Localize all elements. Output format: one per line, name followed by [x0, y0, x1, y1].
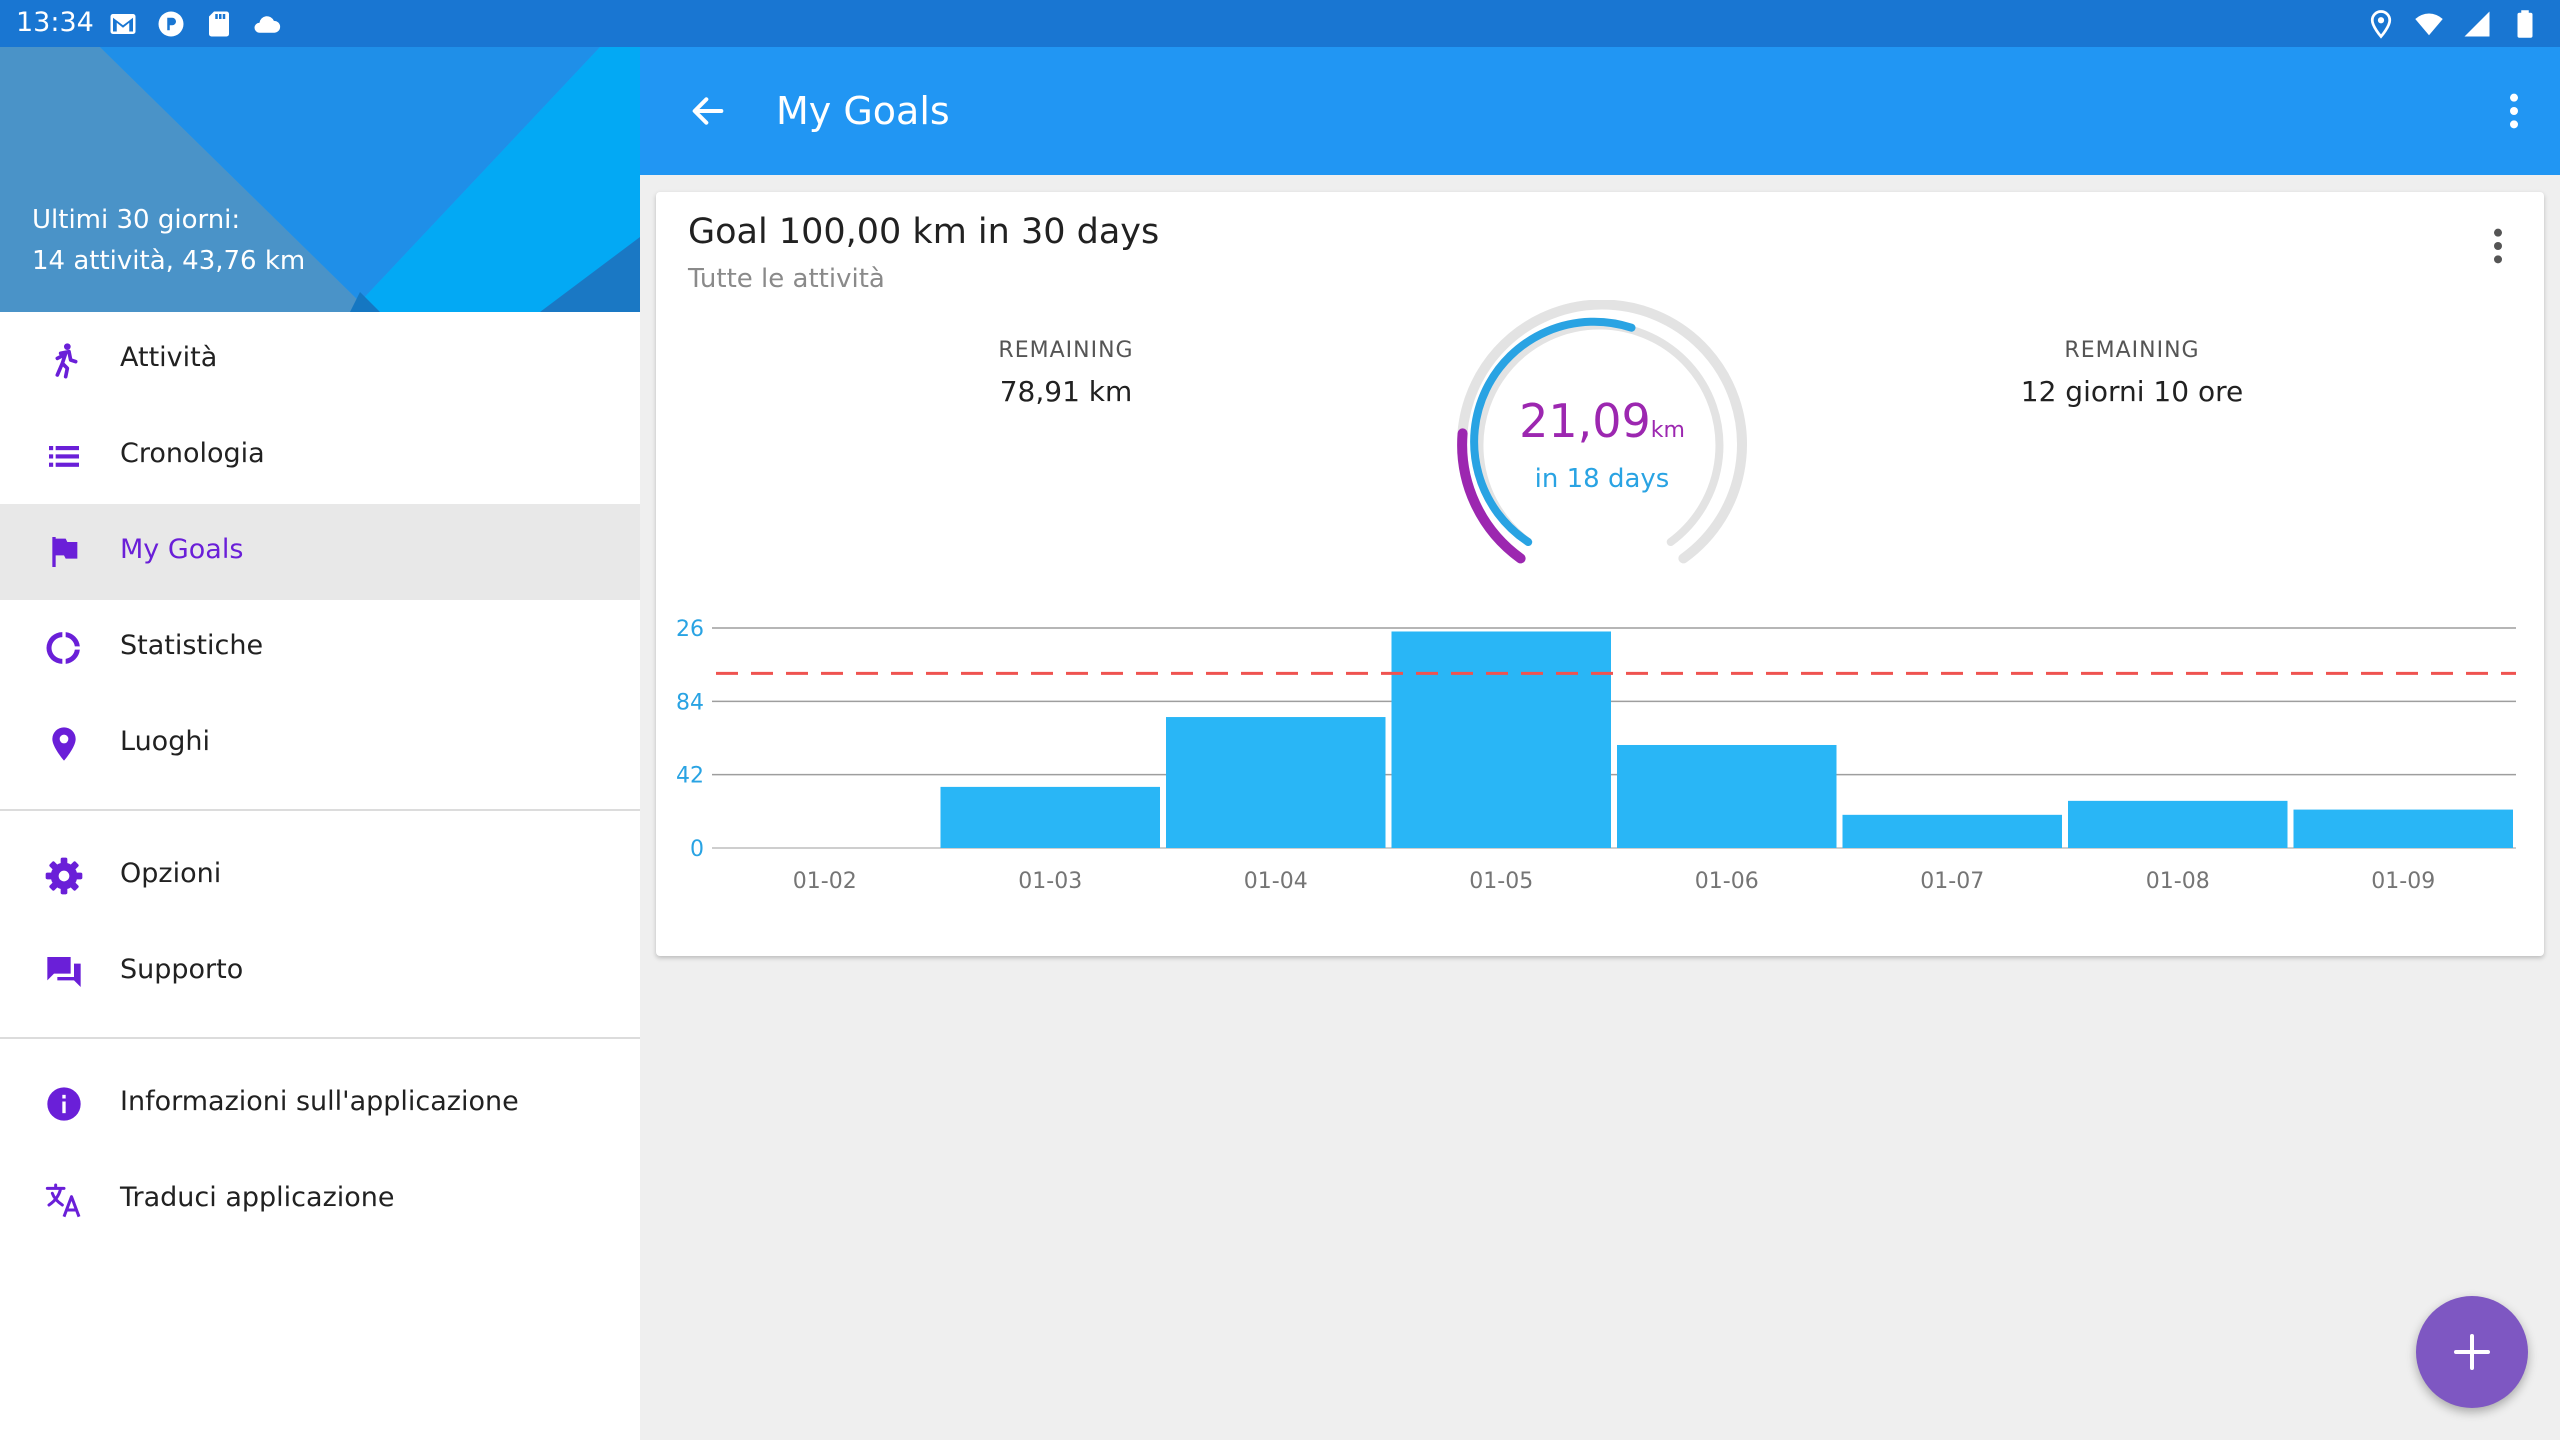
signal-icon: [2464, 11, 2490, 37]
nav-label-opzioni: Opzioni: [120, 858, 222, 889]
drawer-header-background: [0, 47, 640, 312]
drawer-summary: Ultimi 30 giorni: 14 attività, 43,76 km: [32, 200, 305, 282]
chart-bar: [1166, 717, 1386, 848]
chart-y-tick-label: 126: [676, 617, 704, 642]
forum-icon: [47, 957, 81, 987]
remaining-distance-value: 78,91 km: [999, 375, 1133, 408]
nav-label-cronologia: Cronologia: [120, 438, 265, 469]
drawer-summary-period: Ultimi 30 giorni:: [32, 205, 241, 235]
drawer-header: Ultimi 30 giorni: 14 attività, 43,76 km: [0, 47, 640, 312]
chart-y-tick-label: 84: [676, 690, 704, 715]
drawer-nav: Attività Cronologia My Goals: [0, 312, 640, 1248]
nav-label-informazioni: Informazioni sull'applicazione: [120, 1086, 519, 1117]
nav-label-attivita: Attività: [120, 342, 218, 373]
run-icon: [55, 343, 78, 379]
goal-overflow-menu-icon[interactable]: [2488, 226, 2508, 266]
drawer-divider: [0, 1037, 640, 1039]
flag-icon: [52, 537, 78, 567]
nav-item-luoghi[interactable]: Luoghi: [0, 696, 640, 792]
gmail-icon: [110, 14, 136, 34]
nav-item-attivita[interactable]: Attività: [0, 312, 640, 408]
list-icon: [49, 446, 79, 467]
sd-card-icon: [209, 11, 229, 37]
overflow-menu-icon[interactable]: [2504, 91, 2524, 131]
chart-bar: [1617, 744, 1837, 848]
battery-icon: [2517, 10, 2533, 38]
status-time: 13:34: [16, 7, 94, 38]
app-icon: [158, 11, 184, 37]
cloud-icon: [254, 16, 281, 33]
chart-x-tick-label: 01-07: [1920, 869, 1984, 894]
goal-title: Goal 100,00 km in 30 days: [688, 212, 1160, 252]
gauge-days: in 18 days: [1534, 464, 1670, 494]
remaining-time-label: REMAINING: [2064, 338, 2200, 363]
remaining-time-value: 12 giorni 10 ore: [2020, 375, 2244, 408]
goal-subtitle: Tutte le attività: [688, 264, 885, 294]
plus-icon: [2454, 1334, 2490, 1370]
drawer-summary-stats: 14 attività, 43,76 km: [32, 246, 306, 276]
navigation-drawer: Ultimi 30 giorni: 14 attività, 43,76 km …: [0, 47, 640, 1440]
chart-x-tick-label: 01-09: [2371, 869, 2435, 894]
wifi-icon: [2415, 13, 2443, 36]
remaining-distance: REMAINING 78,91 km: [866, 338, 1266, 408]
chart-x-tick-label: 01-06: [1695, 869, 1759, 894]
chart-bar: [1842, 814, 2062, 848]
goal-card[interactable]: Goal 100,00 km in 30 days Tutte le attiv…: [656, 192, 2544, 956]
nav-item-my-goals[interactable]: My Goals: [0, 504, 640, 600]
chart-x-tick-label: 01-04: [1244, 869, 1308, 894]
nav-item-informazioni[interactable]: Informazioni sull'applicazione: [0, 1056, 640, 1152]
chart-x-tick-label: 01-05: [1469, 869, 1533, 894]
nav-item-traduci[interactable]: Traduci applicazione: [0, 1152, 640, 1248]
nav-item-statistiche[interactable]: Statistiche: [0, 600, 640, 696]
add-goal-button[interactable]: [2416, 1296, 2528, 1408]
nav-label-statistiche: Statistiche: [120, 630, 264, 661]
gauge-distance-unit: km: [1650, 418, 1685, 443]
chart-bar: [2068, 800, 2288, 848]
chart-bar: [2293, 809, 2513, 848]
chart-bar: [940, 786, 1160, 848]
chart-x-tick-label: 01-03: [1018, 869, 1082, 894]
status-bar: 13:34: [0, 0, 2560, 47]
app-bar: My Goals: [640, 47, 2560, 175]
nav-label-traduci: Traduci applicazione: [120, 1182, 395, 1213]
info-icon: [47, 1087, 81, 1121]
nav-item-cronologia[interactable]: Cronologia: [0, 408, 640, 504]
daily-distance-chart: 0 42 84 126 01-02 01-03 01-04 01-05 01-06 01-07 01…: [676, 617, 2516, 894]
goal-progress-gauge: 21,09km in 18 days: [1446, 299, 1758, 580]
location-pin-icon: [52, 727, 76, 761]
gauge-distance: 21,09km: [1446, 394, 1758, 448]
page-title: My Goals: [776, 89, 950, 133]
location-icon: [2370, 10, 2392, 39]
remaining-time: REMAINING 12 giorni 10 ore: [1932, 338, 2332, 408]
chart-y-tick-label: 0: [690, 837, 704, 862]
nav-item-opzioni[interactable]: Opzioni: [0, 828, 640, 924]
chart-x-tick-label: 01-02: [793, 869, 857, 894]
gear-icon: [45, 857, 83, 895]
ring-chart-icon: [46, 632, 80, 664]
nav-label-supporto: Supporto: [120, 954, 244, 985]
nav-label-my-goals: My Goals: [120, 534, 244, 565]
chart-x-tick-label: 01-08: [2146, 869, 2210, 894]
remaining-distance-label: REMAINING: [998, 338, 1134, 363]
translate-icon: [45, 1183, 81, 1218]
nav-item-supporto[interactable]: Supporto: [0, 924, 640, 1020]
chart-y-tick-label: 42: [676, 764, 704, 789]
nav-label-luoghi: Luoghi: [120, 726, 210, 757]
drawer-divider: [0, 809, 640, 811]
gauge-distance-value: 21,09: [1519, 394, 1651, 448]
back-arrow-icon[interactable]: [688, 91, 728, 131]
gauge-rings: [1457, 299, 1747, 564]
chart-bar: [1391, 631, 1611, 848]
